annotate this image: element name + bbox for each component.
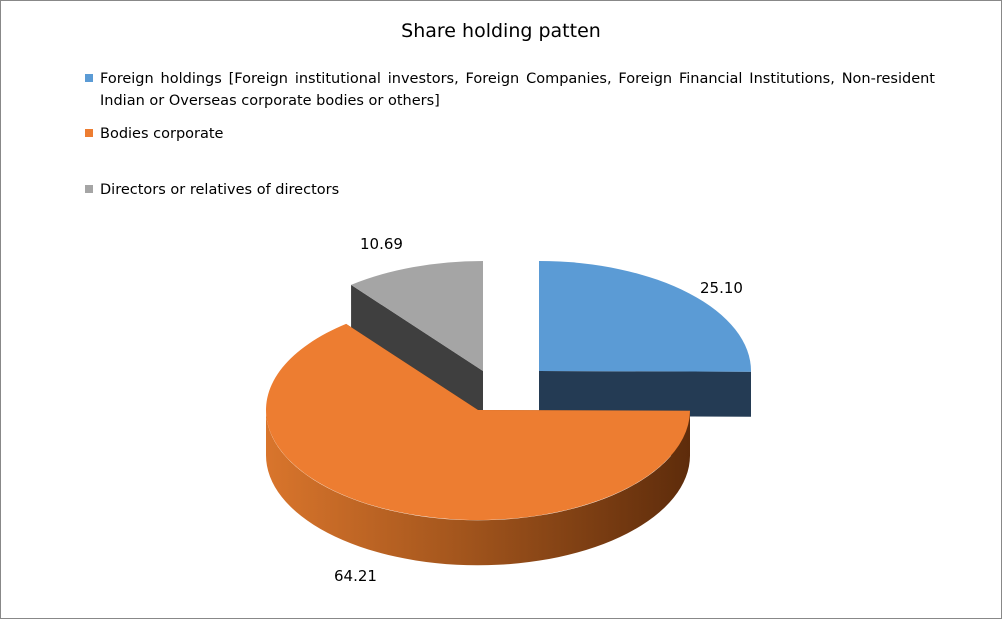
pie-slice-side-bodies-corporate-0 — [265, 410, 690, 566]
pie-slice-wall-foreign-holdings-1 — [539, 371, 751, 417]
pie-slice-wall-directors-0 — [351, 284, 483, 416]
legend-entry-foreign-holdings: Foreign holdings [Foreign institutional … — [85, 68, 935, 112]
pie-slice-top-bodies-corporate — [266, 323, 690, 520]
legend-entry-directors: Directors or relatives of directors — [85, 179, 339, 201]
data-label-foreign-holdings: 25.10 — [700, 279, 743, 297]
data-label-bodies-corporate: 64.21 — [334, 567, 377, 585]
legend-label-directors: Directors or relatives of directors — [100, 182, 340, 198]
legend-swatch-foreign-holdings — [85, 74, 93, 82]
pie-slice-top-foreign-holdings — [539, 261, 752, 372]
data-label-directors: 10.69 — [360, 235, 403, 253]
chart-title: Share holding patten — [401, 20, 601, 42]
legend-swatch-directors — [85, 185, 93, 193]
legend-entry-bodies-corporate: Bodies corporate — [85, 123, 223, 145]
pie-slice-foreign-holdings — [539, 261, 752, 417]
chart-legend: Foreign holdings [Foreign institutional … — [85, 68, 935, 198]
legend-label-foreign-holdings: Foreign holdings [Foreign institutional … — [100, 71, 935, 109]
pie-slice-directors — [351, 261, 483, 416]
pie-slice-bodies-corporate — [265, 323, 690, 566]
legend-swatch-bodies-corporate — [85, 129, 93, 137]
pie-slice-top-directors — [351, 261, 483, 371]
legend-label-bodies-corporate: Bodies corporate — [100, 126, 224, 142]
